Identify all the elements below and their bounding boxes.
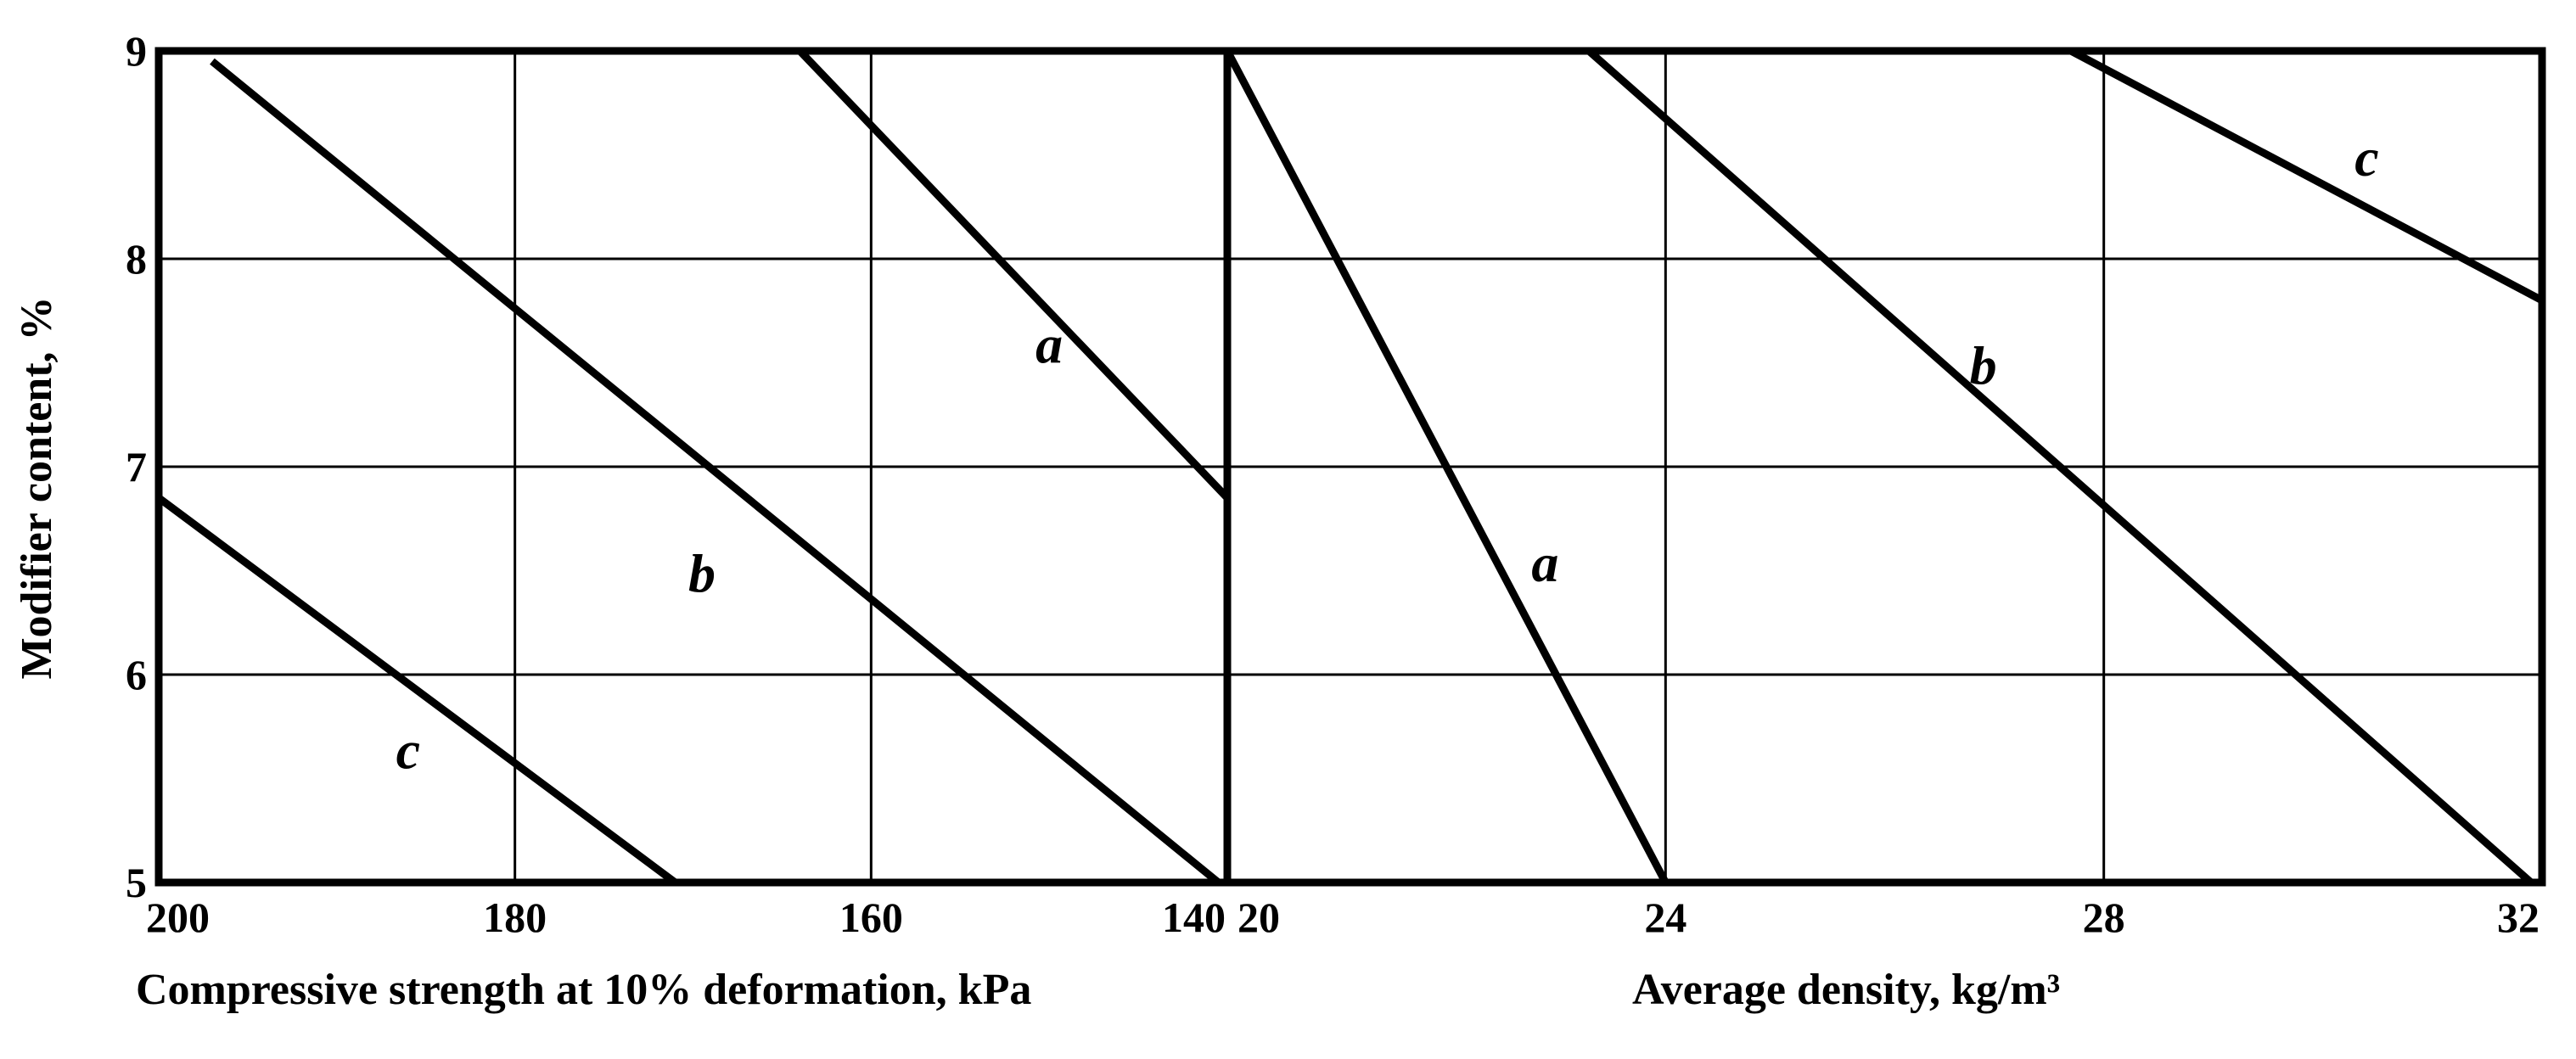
plot-frame (154, 47, 2546, 887)
x-tick-label-right-28: 28 (2083, 894, 2125, 941)
x-tick-label-left-200: 200 (146, 894, 210, 941)
x-tick-label-left-180: 180 (483, 894, 547, 941)
x-tick-label-right-32: 32 (2497, 894, 2540, 941)
series-line-right-c (2068, 48, 2545, 304)
x-axis-title-right: Average density, kg/m³ (1632, 966, 2060, 1014)
x-tick-label-right-20: 20 (1237, 894, 1280, 941)
y-axis-title: Modifier content, % (13, 296, 61, 679)
y-tick-label-6: 6 (126, 651, 147, 698)
series-label-right-c: c (2354, 127, 2378, 188)
series-line-right-b (1585, 48, 2534, 886)
x-axis-title-left: Compressive strength at 10% deformation,… (136, 966, 1031, 1014)
series-label-left-c: c (396, 720, 420, 780)
y-tick-label-7: 7 (126, 443, 147, 490)
series-label-right-a: a (1531, 533, 1558, 593)
y-tick-label-9: 9 (126, 27, 147, 75)
series-line-left-c (156, 495, 678, 886)
series-line-left-a (797, 48, 1231, 501)
series-label-left-b: b (688, 543, 716, 603)
series-line-left-b (210, 58, 1221, 886)
y-tick-label-8: 8 (126, 235, 147, 283)
series-line-right-a (1224, 48, 1670, 885)
y-tick-label-5: 5 (126, 859, 147, 906)
series-label-left-a: a (1035, 315, 1063, 375)
x-tick-label-right-24: 24 (1644, 894, 1686, 941)
x-tick-label-left-160: 160 (839, 894, 903, 941)
x-tick-label-left-140: 140 (1162, 894, 1226, 941)
series-label-right-b: b (1970, 335, 1997, 395)
